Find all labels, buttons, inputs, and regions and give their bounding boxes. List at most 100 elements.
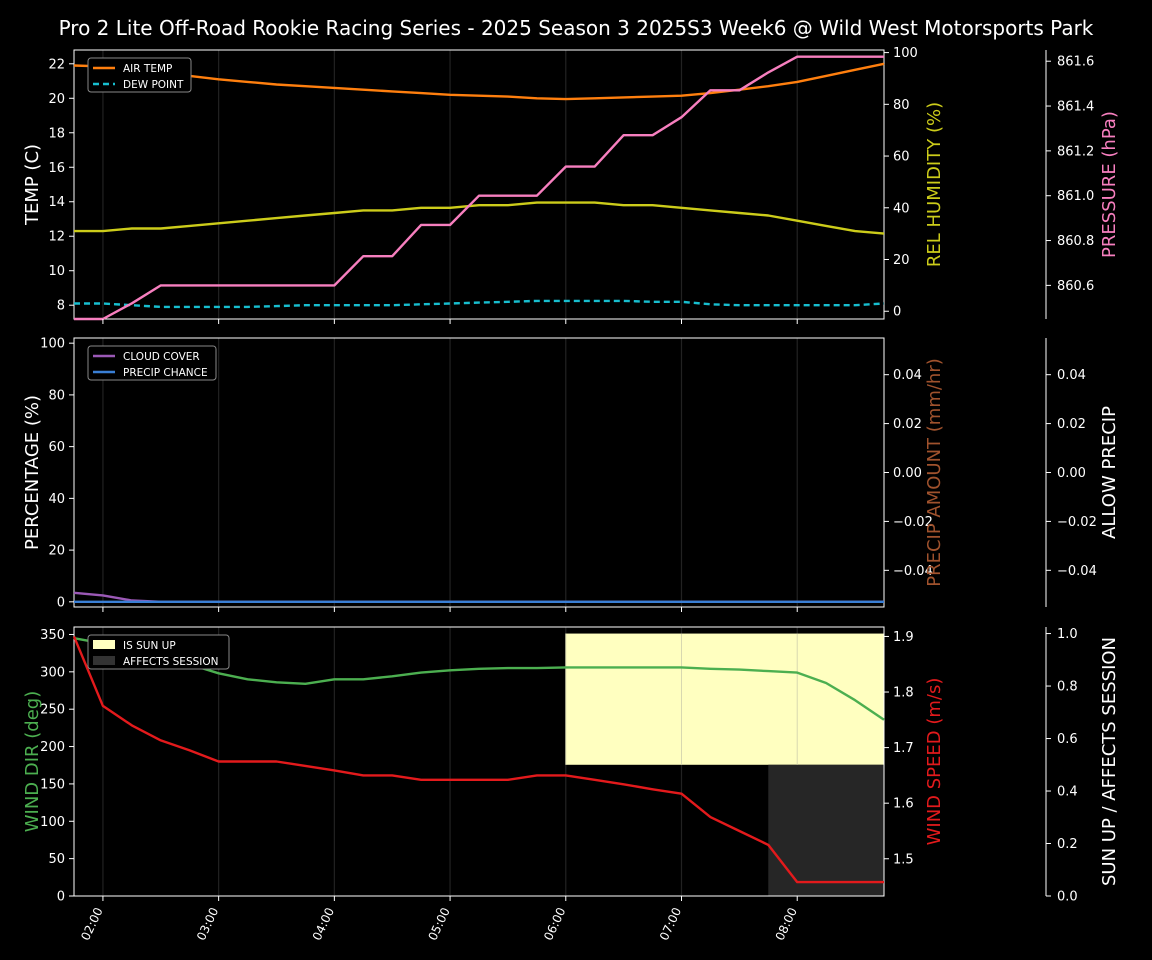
legend-swatch bbox=[93, 640, 115, 649]
y2-axis-label: WIND SPEED (m/s) bbox=[924, 678, 945, 846]
y-tick-label: 100 bbox=[40, 337, 65, 352]
y2-tick-label: 80 bbox=[893, 98, 910, 113]
series-line-rel-humidity bbox=[74, 201, 885, 235]
series-line-air-temp bbox=[73, 62, 885, 101]
y-tick-label: 8 bbox=[57, 299, 65, 314]
y3-tick-label: 861.0 bbox=[1057, 189, 1094, 204]
chart-title: Pro 2 Lite Off-Road Rookie Racing Series… bbox=[59, 16, 1094, 40]
panel-3: 0 50 100 150 200 250 300 350 1.5 1.6 1.7 1.8 1.9 0.0 0… bbox=[22, 626, 1120, 905]
y3-tick-label: 0.0 bbox=[1057, 890, 1078, 905]
x-tick-label: 08:00 bbox=[773, 905, 800, 942]
y2-tick-label: 0.02 bbox=[893, 417, 922, 432]
y-axis-label: WIND DIR (deg) bbox=[22, 691, 43, 833]
x-tick-label: 02:00 bbox=[78, 905, 105, 942]
y3-tick-label: 0.00 bbox=[1057, 466, 1086, 481]
legend-box bbox=[87, 634, 230, 670]
plot-frame bbox=[73, 626, 885, 897]
affects-session-region bbox=[768, 764, 884, 896]
y-tick-label: 16 bbox=[48, 161, 65, 176]
y3-axis-label: ALLOW PRECIP bbox=[1099, 406, 1120, 539]
y3-tick-label: 860.6 bbox=[1057, 279, 1094, 294]
series-line-pressure bbox=[74, 55, 884, 321]
y-tick-label: 10 bbox=[48, 264, 65, 279]
y2-axis-label: PRECIP AMOUNT (mm/hr) bbox=[924, 358, 945, 587]
y2-tick-label: 1.5 bbox=[893, 852, 914, 867]
y-tick-label: 0 bbox=[57, 890, 65, 905]
y-tick-label: 100 bbox=[40, 815, 65, 830]
legend-label: CLOUD COVER bbox=[123, 351, 200, 363]
x-tick-label: 06:00 bbox=[541, 905, 568, 942]
y3-tick-label: 0.04 bbox=[1057, 368, 1086, 383]
y2-tick-label: 60 bbox=[893, 150, 910, 165]
y2-tick-label: −0.02 bbox=[893, 515, 933, 530]
y-tick-label: 22 bbox=[48, 57, 65, 72]
y2-tick-label: 0 bbox=[893, 305, 901, 320]
y-tick-label: 200 bbox=[40, 740, 65, 755]
panel-1: 8 10 12 14 16 18 20 22 0 20 40 60 80 100 860.6 860.8 861… bbox=[22, 46, 1120, 324]
y-tick-label: 80 bbox=[48, 388, 65, 403]
y3-tick-label: −0.02 bbox=[1057, 515, 1097, 530]
y-tick-label: 12 bbox=[48, 230, 65, 245]
legend: IS SUN UP AFFECTS SESSION bbox=[87, 634, 230, 670]
x-tick-label: 03:00 bbox=[194, 905, 221, 942]
legend-box bbox=[87, 345, 217, 381]
legend: AIR TEMP DEW POINT bbox=[87, 57, 192, 93]
y2-tick-label: 0.04 bbox=[893, 368, 922, 383]
x-tick-label: 05:00 bbox=[425, 905, 452, 942]
y-tick-label: 20 bbox=[48, 544, 65, 559]
legend-label: DEW POINT bbox=[123, 79, 184, 91]
y3-tick-label: 1.0 bbox=[1057, 627, 1078, 642]
series-line-dew-point bbox=[74, 299, 885, 309]
y3-tick-label: 861.4 bbox=[1057, 100, 1094, 115]
y-tick-label: 350 bbox=[40, 628, 65, 643]
y3-tick-label: 0.4 bbox=[1057, 785, 1078, 800]
y2-tick-label: 1.6 bbox=[893, 797, 914, 812]
y2-tick-label: 1.7 bbox=[893, 741, 914, 756]
y-tick-label: 18 bbox=[48, 126, 65, 141]
y-tick-label: 0 bbox=[57, 595, 65, 610]
sun-up-region bbox=[565, 633, 884, 765]
y3-tick-label: 861.6 bbox=[1057, 55, 1094, 70]
plot-frame bbox=[73, 49, 885, 320]
legend: CLOUD COVER PRECIP CHANCE bbox=[87, 345, 217, 381]
y3-axis-label: PRESSURE (hPa) bbox=[1099, 111, 1120, 258]
y-tick-label: 250 bbox=[40, 703, 65, 718]
y2-tick-label: 100 bbox=[893, 46, 918, 61]
y3-tick-label: 860.8 bbox=[1057, 234, 1094, 249]
y2-tick-label: 1.8 bbox=[893, 686, 914, 701]
legend-label: IS SUN UP bbox=[123, 640, 176, 652]
x-tick-label: 07:00 bbox=[657, 905, 684, 942]
y2-tick-label: 40 bbox=[893, 201, 910, 216]
y-tick-label: 14 bbox=[48, 195, 65, 210]
y2-axis-label: REL HUMIDITY (%) bbox=[924, 102, 945, 267]
y3-tick-label: 0.8 bbox=[1057, 680, 1078, 695]
y-axis-label: PERCENTAGE (%) bbox=[22, 395, 43, 550]
y2-tick-label: 20 bbox=[893, 253, 910, 268]
y3-axis-label: SUN UP / AFFECTS SESSION bbox=[1099, 637, 1120, 886]
series-line-wind-speed bbox=[72, 635, 884, 884]
y2-tick-label: 0.00 bbox=[893, 466, 922, 481]
y-tick-label: 50 bbox=[48, 852, 65, 867]
y2-tick-label: −0.04 bbox=[893, 564, 933, 579]
panel-2: 0 20 40 60 80 100 0.04 0.02 0.00 −0.02 −0.04 0.04 0.… bbox=[22, 337, 1120, 612]
y3-tick-label: 0.02 bbox=[1057, 417, 1086, 432]
series-line-wind-dir bbox=[73, 637, 885, 721]
y-tick-label: 150 bbox=[40, 777, 65, 792]
y3-tick-label: 861.2 bbox=[1057, 144, 1094, 159]
y2-tick-label: 1.9 bbox=[893, 630, 914, 645]
legend-swatch bbox=[93, 656, 115, 665]
y3-tick-label: 0.6 bbox=[1057, 732, 1078, 747]
y-axis-label: TEMP (C) bbox=[22, 144, 43, 226]
series-line-cloud-cover bbox=[73, 591, 884, 603]
y3-tick-label: 0.2 bbox=[1057, 837, 1078, 852]
y-tick-label: 60 bbox=[48, 440, 65, 455]
x-tick-label: 04:00 bbox=[310, 905, 337, 942]
legend-label: AIR TEMP bbox=[123, 63, 172, 75]
y3-tick-label: −0.04 bbox=[1057, 564, 1097, 579]
y-tick-label: 20 bbox=[48, 92, 65, 107]
y-tick-label: 300 bbox=[40, 665, 65, 680]
y-tick-label: 40 bbox=[48, 492, 65, 507]
legend-label: AFFECTS SESSION bbox=[123, 656, 219, 668]
legend-label: PRECIP CHANCE bbox=[123, 367, 208, 379]
